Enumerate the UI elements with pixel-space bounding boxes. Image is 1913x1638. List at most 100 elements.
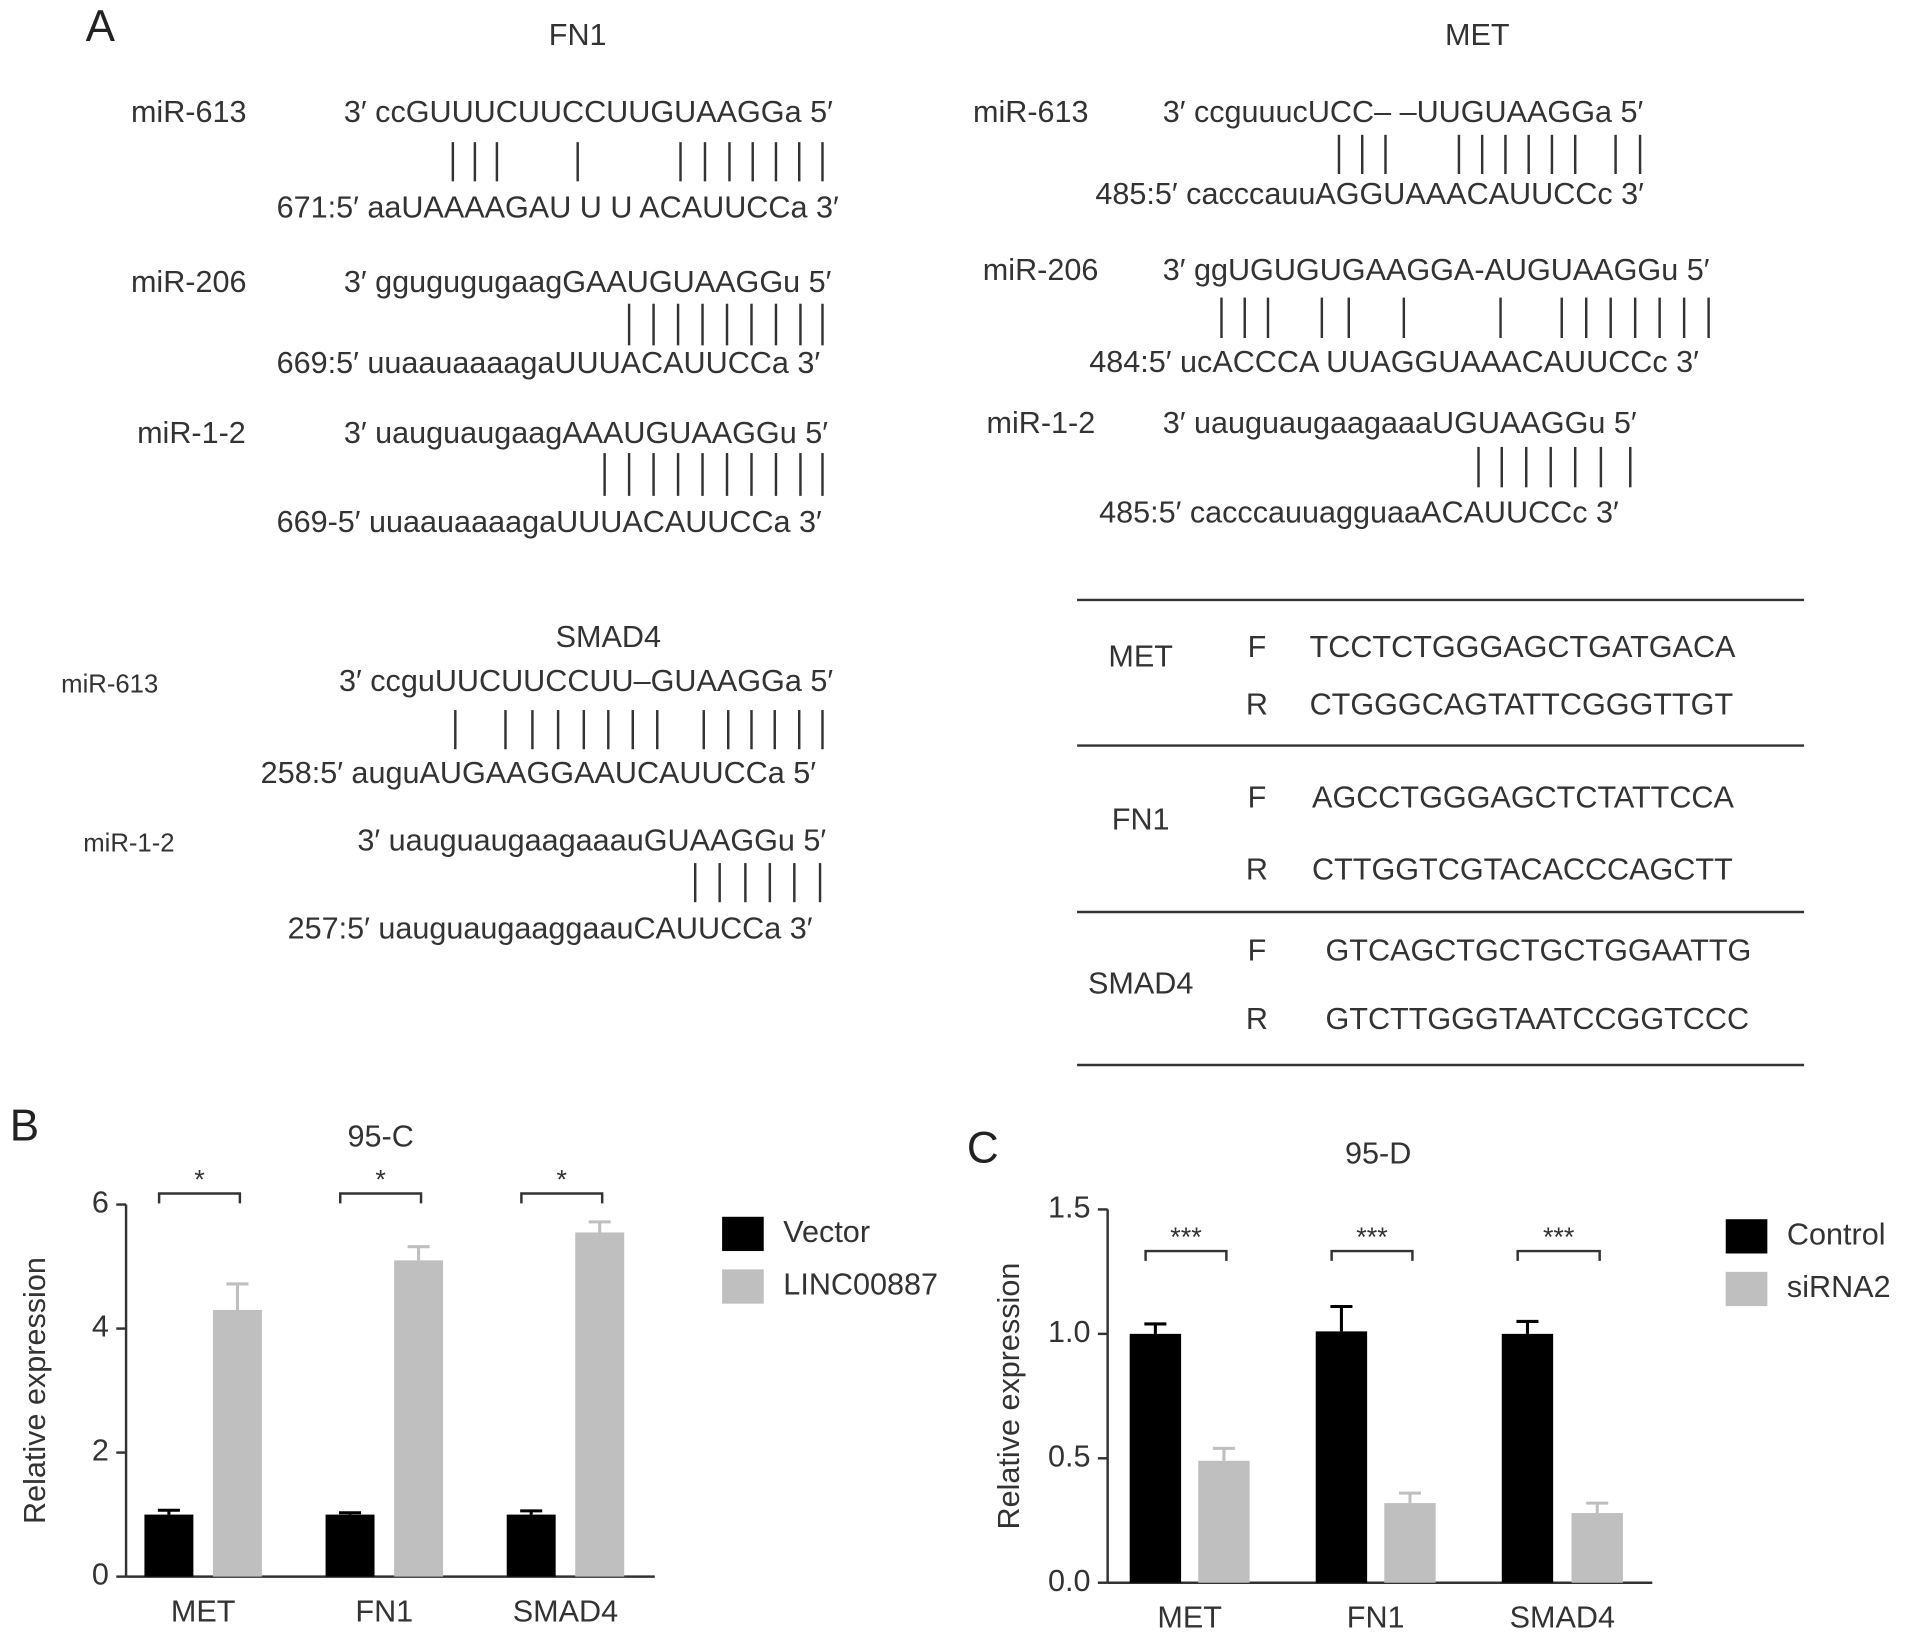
primer-sequence: CTGGGCAGTATTCGGGTTGT xyxy=(1310,687,1734,721)
x-tick-label: SMAD4 xyxy=(1510,1601,1615,1635)
x-tick-label: MET xyxy=(171,1594,236,1628)
error-bar xyxy=(1212,1446,1235,1461)
y-tick-label: 0.5 xyxy=(1048,1439,1091,1473)
mirna-sequence: 3′ uauguaugaagaaaUGUAAGGu 5′ xyxy=(1163,406,1637,440)
target-sequence: 485:5′ cacccauuAGGUAAACAUUCCc 3′ xyxy=(1095,177,1644,211)
primer-sequence: CTTGGTCGTACACCCAGCTT xyxy=(1312,853,1733,887)
primer-gene: SMAD4 xyxy=(1088,967,1193,1001)
legend-swatch xyxy=(722,1269,764,1304)
target-sequence: 669:5′ uuaauaaaagaUUUACAUUCCa 3′ xyxy=(277,346,821,380)
bar xyxy=(1501,1333,1554,1583)
legend-label: Vector xyxy=(783,1215,870,1249)
error-bar xyxy=(407,1245,430,1261)
significance-bracket xyxy=(1144,1249,1228,1261)
significance-label: *** xyxy=(1170,1222,1202,1252)
mirna-sequence: 3′ uauguaugaagAAAUGUAAGGu 5′ xyxy=(344,416,828,450)
primer-sequence: AGCCTGGGAGCTCTATTCCA xyxy=(1312,780,1734,814)
gene-title: SMAD4 xyxy=(556,620,661,654)
y-tick-label: 2 xyxy=(92,1434,109,1468)
error-bar xyxy=(1586,1501,1609,1514)
mirna-sequence: 3′ ggugugugaagGAAUGUAAGGu 5′ xyxy=(344,265,832,299)
mirna-label: miR-206 xyxy=(983,253,1099,287)
gene-title: FN1 xyxy=(549,18,607,52)
y-tick-label: 1.0 xyxy=(1048,1315,1091,1349)
significance-bracket xyxy=(157,1192,242,1204)
bar xyxy=(1315,1331,1368,1583)
bar xyxy=(1384,1503,1436,1583)
x-tick-label: FN1 xyxy=(1347,1601,1405,1635)
y-tick-label: 0.0 xyxy=(1048,1564,1091,1598)
primer-strand: F xyxy=(1248,933,1267,967)
significance-label: *** xyxy=(1543,1222,1575,1252)
primer-strand: F xyxy=(1248,780,1267,814)
legend-swatch xyxy=(1725,1219,1768,1254)
significance-bracket xyxy=(520,1192,604,1204)
target-sequence: 484:5′ ucACCCA UUAGGUAAACAUUCCc 3′ xyxy=(1089,345,1699,379)
mirna-label: miR-1-2 xyxy=(137,416,246,450)
mirna-sequence: 3′ ccGUUUCUUCCUUGUAAGGa 5′ xyxy=(344,95,833,129)
panel-label: C xyxy=(967,1123,999,1172)
significance-label: *** xyxy=(1356,1222,1388,1252)
target-sequence: 485:5′ cacccauuagguaaACAUUCCc 3′ xyxy=(1099,495,1619,529)
legend-swatch xyxy=(722,1216,764,1252)
error-bar xyxy=(588,1220,611,1233)
error-bar xyxy=(1516,1319,1539,1334)
chart-title: 95-D xyxy=(1345,1137,1411,1171)
error-bar xyxy=(339,1511,362,1515)
error-bar xyxy=(520,1509,543,1515)
x-tick-label: FN1 xyxy=(355,1594,413,1628)
mirna-label: miR-206 xyxy=(131,265,247,299)
target-sequence: 257:5′ uauguaugaaggaauCAUUCCa 3′ xyxy=(288,911,813,945)
bar xyxy=(212,1309,262,1577)
legend-label: siRNA2 xyxy=(1787,1270,1891,1304)
mirna-sequence: 3′ uauguaugaagaaauGUAAGGu 5′ xyxy=(357,823,826,857)
primer-strand: R xyxy=(1246,1002,1268,1036)
bar xyxy=(575,1232,625,1577)
bar xyxy=(325,1514,375,1577)
gene-title: MET xyxy=(1445,18,1510,52)
mirna-label: miR-613 xyxy=(61,670,158,698)
panel-label: B xyxy=(10,1101,39,1150)
primer-sequence: GTCTTGGGTAATCCGGTCCC xyxy=(1326,1002,1750,1036)
primer-sequence: TCCTCTGGGAGCTGATGACA xyxy=(1310,630,1736,664)
legend-swatch xyxy=(1725,1271,1768,1307)
panel-label: A xyxy=(86,2,116,51)
primer-gene: FN1 xyxy=(1112,803,1170,837)
x-tick-label: MET xyxy=(1157,1601,1222,1635)
significance-label: * xyxy=(375,1164,386,1194)
mirna-label: miR-613 xyxy=(131,95,247,129)
y-axis-label: Relative expression xyxy=(992,1263,1026,1530)
mirna-sequence: 3′ ccguuucUCC– –UUGUAAGGa 5′ xyxy=(1163,95,1644,129)
bar xyxy=(1129,1333,1182,1583)
primer-table-rules xyxy=(1077,598,1805,1067)
mirna-label: miR-613 xyxy=(973,95,1089,129)
mirna-sequence: 3′ ggUGUGUGAAGGA-AUGUAAGGu 5′ xyxy=(1163,253,1710,287)
mirna-label: miR-1-2 xyxy=(83,829,174,857)
significance-bracket xyxy=(1330,1249,1414,1261)
target-sequence: 669-5′ uuaauaaaagaUUUACAUUCCa 3′ xyxy=(277,505,822,539)
significance-bracket xyxy=(1516,1249,1601,1261)
target-sequence: 671:5′ aaUAAAAGAU U U ACAUUCCa 3′ xyxy=(277,191,839,225)
significance-bracket xyxy=(339,1192,423,1204)
error-bar xyxy=(1144,1322,1167,1334)
bar xyxy=(1571,1513,1623,1583)
significance-label: * xyxy=(557,1164,568,1194)
primer-sequence: GTCAGCTGCTGCTGGAATTG xyxy=(1326,933,1752,967)
bar xyxy=(1198,1460,1250,1583)
bar xyxy=(144,1514,194,1577)
target-sequence: 258:5′ auguAUGAAGGAAUCAUUCCa 5′ xyxy=(261,756,817,790)
primer-strand: R xyxy=(1246,687,1268,721)
primer-strand: R xyxy=(1246,853,1268,887)
legend-label: LINC00887 xyxy=(783,1268,938,1302)
significance-label: * xyxy=(194,1164,205,1194)
mirna-sequence: 3′ ccguUUCUUCCUU–GUAAGGa 5′ xyxy=(339,664,833,698)
error-bar xyxy=(1398,1491,1421,1504)
y-tick-label: 0 xyxy=(92,1558,109,1592)
mirna-label: miR-1-2 xyxy=(986,406,1095,440)
y-tick-label: 4 xyxy=(92,1310,109,1344)
error-bar xyxy=(1330,1304,1353,1332)
error-bar xyxy=(226,1282,249,1310)
y-tick-label: 6 xyxy=(92,1186,109,1220)
primer-gene: MET xyxy=(1108,640,1173,674)
legend-label: Control xyxy=(1787,1217,1886,1251)
